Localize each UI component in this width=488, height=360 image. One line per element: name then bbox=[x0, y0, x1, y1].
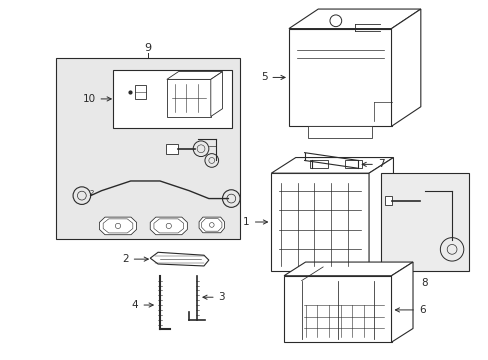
Bar bbox=[380, 173, 468, 271]
Text: 2: 2 bbox=[122, 254, 148, 264]
Bar bbox=[56, 58, 240, 239]
Bar bbox=[310, 161, 327, 168]
Text: 1: 1 bbox=[243, 217, 267, 227]
Bar bbox=[165, 144, 177, 154]
Bar bbox=[166, 80, 210, 117]
Text: 2: 2 bbox=[89, 190, 94, 195]
Bar bbox=[134, 85, 146, 99]
Text: 8: 8 bbox=[421, 278, 427, 288]
Polygon shape bbox=[166, 72, 222, 80]
Polygon shape bbox=[150, 217, 187, 235]
Bar bbox=[271, 173, 368, 271]
Polygon shape bbox=[368, 158, 393, 271]
Text: 7: 7 bbox=[362, 159, 384, 169]
Text: 5: 5 bbox=[260, 72, 285, 82]
Polygon shape bbox=[391, 9, 420, 126]
Bar bbox=[288, 28, 391, 126]
Polygon shape bbox=[308, 126, 371, 138]
Polygon shape bbox=[99, 217, 136, 235]
Text: 10: 10 bbox=[82, 94, 111, 104]
Text: 9: 9 bbox=[144, 43, 152, 53]
Text: 4: 4 bbox=[132, 300, 153, 310]
Polygon shape bbox=[288, 9, 420, 28]
Polygon shape bbox=[199, 217, 224, 233]
Polygon shape bbox=[391, 262, 412, 342]
Text: 6: 6 bbox=[395, 305, 425, 315]
Bar bbox=[344, 161, 362, 168]
Polygon shape bbox=[210, 72, 222, 117]
Polygon shape bbox=[150, 252, 208, 266]
Bar bbox=[384, 195, 392, 206]
Bar bbox=[284, 276, 391, 342]
Text: 3: 3 bbox=[203, 292, 225, 302]
Polygon shape bbox=[271, 158, 393, 173]
Polygon shape bbox=[284, 262, 412, 276]
Bar bbox=[113, 69, 232, 128]
